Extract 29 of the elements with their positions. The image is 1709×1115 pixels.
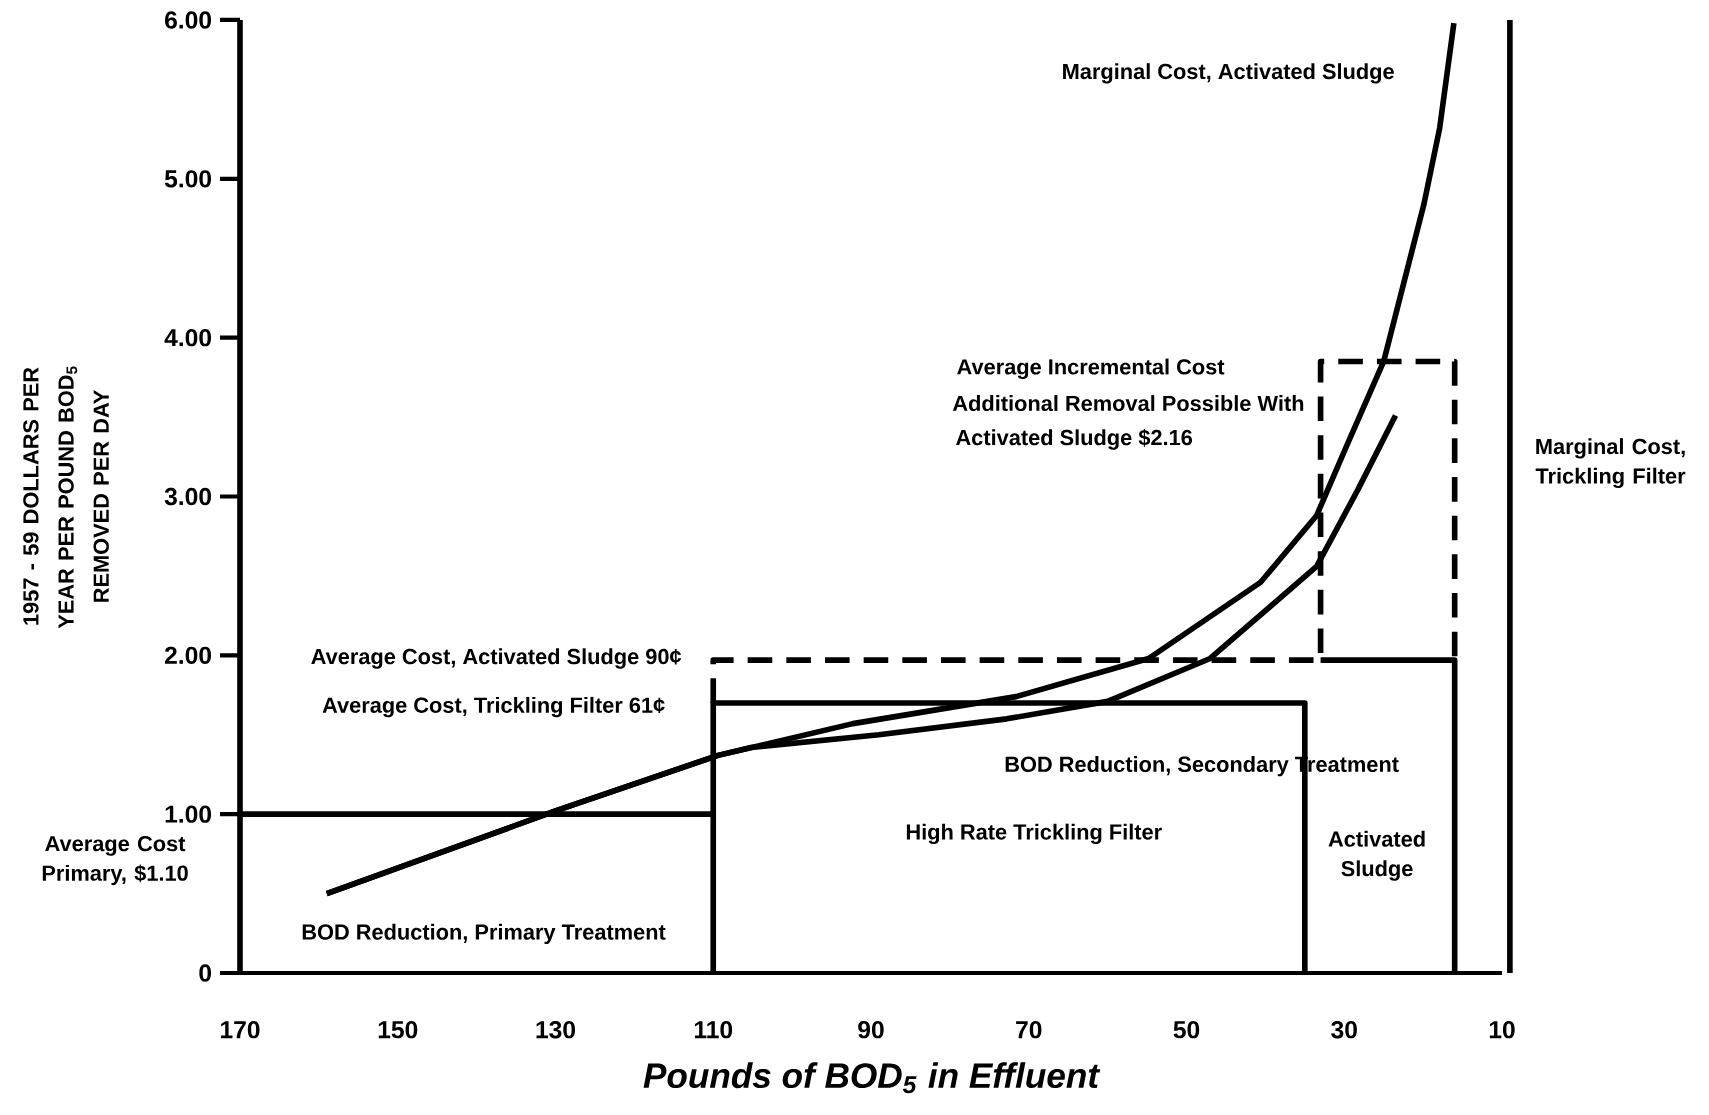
x-tick-label: 150: [378, 1020, 418, 1039]
x-tick-label: 50: [1173, 1020, 1200, 1039]
y-tick-label: 0: [199, 964, 212, 982]
y-tick-label: 2.00: [164, 646, 212, 665]
annotation: High Rate Trickling Filter: [906, 823, 1162, 845]
annotation: Average Cost, Trickling Filter 61¢: [322, 696, 665, 718]
x-tick-label: 110: [694, 1020, 733, 1039]
x-tick-label: 90: [858, 1020, 884, 1039]
annotation: Marginal Cost, Activated Sludge: [1063, 63, 1394, 84]
text: Average Cost Primary, $1.10: [42, 835, 188, 886]
annotation: Average Incremental Cost: [957, 358, 1225, 379]
x-tick-label: 30: [1331, 1020, 1357, 1039]
x-tick-label: 130: [536, 1020, 575, 1039]
y-tick-label: 5.00: [164, 170, 212, 188]
annotation: Average Cost, Activated Sludge 90¢: [311, 648, 682, 669]
annotation: Additional Removal Possible With: [952, 395, 1304, 412]
x-tick-label: 10: [1489, 1020, 1515, 1039]
annotation: Activated Sludge $2.16: [956, 428, 1193, 450]
annotation: BOD Reduction, Primary Treatment: [302, 923, 666, 945]
text: Marginal Cost, Trickling Filter: [1535, 438, 1686, 489]
y-tick-label: 3.00: [164, 487, 212, 506]
x-tick-label: 70: [1016, 1020, 1042, 1039]
text: 1957 - 59 DOLLARS PER YEAR PER POUND BOD$_{5}$ REMOVED PER DAY: [23, 366, 109, 629]
x-axis-title: Pounds of BOD$_{5}$ in Effluent: [643, 1062, 1101, 1094]
y-tick-label: 6.00: [165, 11, 212, 29]
x-tick-label: 170: [221, 1020, 260, 1039]
y-tick-label: 1.00: [165, 805, 212, 823]
y-tick-label: 4.00: [164, 328, 212, 347]
annotation: Activated Sludge: [1328, 830, 1425, 881]
